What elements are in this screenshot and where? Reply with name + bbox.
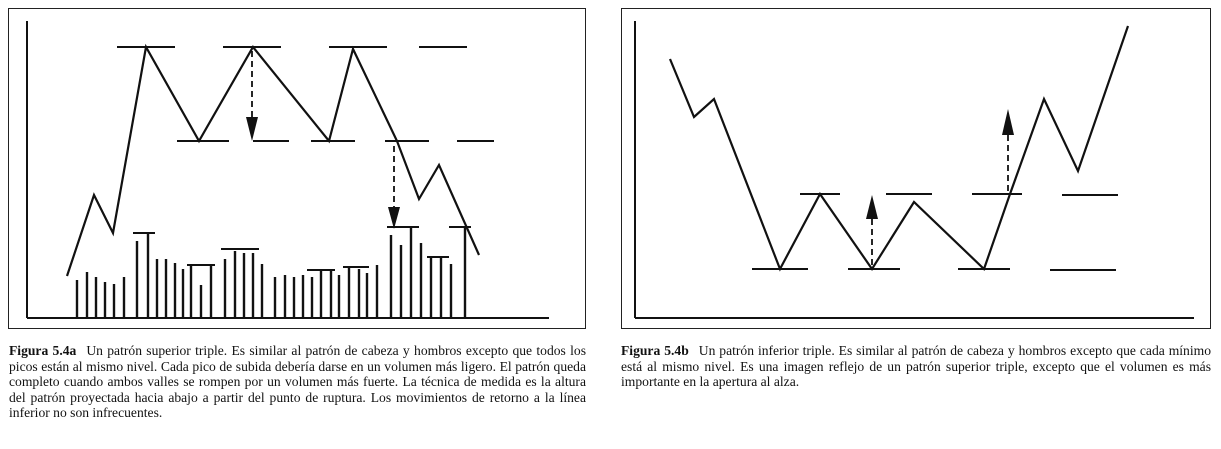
caption-text: Un patrón inferior triple. Es similar al…	[621, 343, 1211, 390]
figure-5-4a-diagram	[8, 8, 586, 329]
figure-label: Figura 5.4a	[9, 343, 77, 358]
figure-5-4a-caption: Figura 5.4a Un patrón superior triple. Es…	[9, 343, 586, 421]
triple-bottom-drawing	[634, 21, 1194, 319]
arrow-head-up	[866, 195, 878, 219]
caption-text: Un patrón superior triple. Es similar al…	[9, 343, 586, 421]
triple-top-drawing	[26, 21, 549, 319]
price-line	[65, 43, 481, 277]
figure-5-4b-caption: Figura 5.4b Un patrón inferior triple. Es…	[621, 343, 1211, 390]
price-line	[668, 25, 1130, 272]
figure-5-4b-diagram	[621, 8, 1211, 329]
volume-bars	[75, 227, 467, 318]
figure-label: Figura 5.4b	[621, 343, 689, 358]
arrow-head-down	[388, 207, 400, 229]
arrow-head-down	[246, 117, 258, 141]
arrow-head-up	[1002, 109, 1014, 135]
